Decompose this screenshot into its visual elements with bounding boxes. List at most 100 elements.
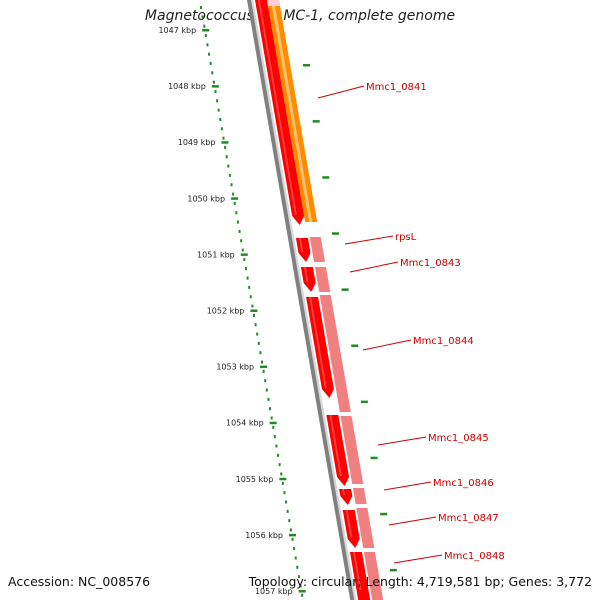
ruler-dot bbox=[212, 80, 215, 84]
gene-shine bbox=[342, 489, 346, 495]
ruler-dot bbox=[254, 323, 257, 327]
ruler-tick-label: 1055 kbp bbox=[236, 475, 274, 484]
ruler-dot bbox=[225, 155, 228, 159]
ruler-dot bbox=[285, 500, 288, 504]
ruler-tick bbox=[260, 365, 268, 369]
ruler-dot bbox=[238, 229, 241, 233]
ruler-dot bbox=[249, 295, 252, 299]
gene-shine bbox=[271, 0, 313, 222]
track-tick bbox=[389, 568, 397, 572]
gene-shine bbox=[345, 510, 353, 538]
gene-label: Mmc1_0843 bbox=[400, 258, 461, 269]
ruler-dot bbox=[265, 388, 268, 392]
ruler-dot bbox=[267, 397, 270, 401]
ruler-dot bbox=[209, 61, 212, 65]
ruler-dot bbox=[246, 276, 249, 280]
ruler-tick bbox=[298, 590, 306, 593]
gene-shine bbox=[258, 0, 297, 215]
gene-block-reverse bbox=[356, 508, 375, 548]
ruler-dot bbox=[248, 285, 251, 289]
ruler-dot bbox=[259, 351, 262, 355]
gene-arrow-forward bbox=[342, 510, 360, 548]
gene-shine bbox=[303, 267, 309, 282]
ruler-dot bbox=[243, 257, 246, 261]
label-connector bbox=[362, 339, 412, 351]
ruler-dot bbox=[233, 201, 236, 205]
ruler-tick-label: 1050 kbp bbox=[187, 194, 225, 203]
gene-block-reverse bbox=[319, 295, 351, 412]
ruler-dot bbox=[206, 43, 209, 47]
label-connector bbox=[377, 436, 427, 446]
ruler-dot bbox=[251, 304, 254, 308]
gene-labels: Mmc1_0841 rpsL Mmc1_0843 Mmc1_0844 Mmc1_0845… bbox=[317, 82, 505, 564]
ruler-dot bbox=[273, 435, 276, 439]
label-connector bbox=[388, 516, 437, 526]
ruler-dot bbox=[257, 341, 260, 345]
ruler-dot bbox=[244, 267, 247, 271]
ruler-dot bbox=[232, 192, 235, 196]
label-connector bbox=[349, 261, 399, 273]
ruler-tick-label: 1056 kbp bbox=[245, 531, 283, 540]
ruler-dot bbox=[288, 519, 291, 523]
ruler-tick bbox=[269, 421, 277, 425]
ruler-dot bbox=[297, 575, 300, 579]
gene-block-reverse bbox=[340, 416, 364, 484]
ruler-dot bbox=[262, 369, 265, 373]
track-tick bbox=[351, 344, 359, 347]
ruler-dot bbox=[289, 528, 292, 532]
ruler-tick-label: 1051 kbp bbox=[197, 250, 235, 259]
ruler-tick bbox=[231, 197, 239, 200]
ruler-tick bbox=[289, 533, 297, 537]
ruler-dot bbox=[278, 463, 281, 467]
ruler-dot bbox=[272, 425, 275, 429]
gene-arrow-forward bbox=[255, 0, 305, 225]
track-tick bbox=[331, 232, 339, 235]
track-tick bbox=[322, 176, 330, 179]
gene-label: Mmc1_0846 bbox=[433, 478, 494, 489]
track-tick bbox=[341, 288, 349, 291]
gene-block-reverse bbox=[363, 552, 384, 600]
track-tick bbox=[303, 64, 311, 67]
ruler-dot bbox=[241, 248, 244, 252]
ruler-dot bbox=[291, 537, 294, 541]
ruler-tick-label: 1049 kbp bbox=[178, 138, 216, 147]
gene-label: Mmc1_0847 bbox=[438, 513, 499, 524]
ruler-tick-label: 1053 kbp bbox=[216, 363, 254, 372]
gene-arrow-forward bbox=[339, 489, 353, 505]
gene-shine bbox=[352, 552, 362, 590]
gene-block-reverse bbox=[352, 488, 367, 504]
ruler-dot bbox=[261, 360, 264, 364]
track-tick bbox=[360, 400, 368, 404]
ruler-dot bbox=[219, 117, 222, 121]
genome-summary: Topology: circular; Length: 4,719,581 bp… bbox=[248, 574, 592, 589]
ruler-tick bbox=[250, 309, 258, 312]
ruler-dot bbox=[224, 145, 227, 149]
ruler-dot bbox=[270, 416, 273, 420]
ruler-dot bbox=[299, 584, 302, 588]
ruler-dot bbox=[227, 164, 230, 168]
ruler-dot bbox=[203, 24, 206, 28]
ruler-dot bbox=[200, 6, 203, 9]
label-connector bbox=[317, 85, 365, 99]
ruler-dot bbox=[240, 239, 243, 243]
ruler-dot bbox=[256, 332, 259, 336]
gene-arrow-forward bbox=[295, 238, 311, 262]
gene-shine bbox=[309, 297, 327, 388]
ruler-dot bbox=[211, 71, 214, 75]
ruler-tick bbox=[211, 85, 219, 88]
ruler-tick bbox=[202, 29, 210, 32]
backbone-highlight bbox=[251, 0, 357, 600]
track-tick bbox=[370, 456, 378, 460]
gene-block-top bbox=[267, 0, 281, 6]
ruler-dot bbox=[216, 99, 219, 103]
ruler-tick-label: 1052 kbp bbox=[207, 307, 245, 316]
ruler-dot bbox=[236, 220, 239, 224]
gene-tracks bbox=[247, 0, 397, 600]
ruler-dot bbox=[220, 127, 223, 131]
gene-label: rpsL bbox=[395, 232, 417, 243]
ruler-dot bbox=[252, 313, 255, 317]
gene-label: Mmc1_0844 bbox=[413, 336, 474, 347]
gene-block-reverse bbox=[309, 237, 326, 262]
gene-block-reverse bbox=[314, 267, 331, 292]
